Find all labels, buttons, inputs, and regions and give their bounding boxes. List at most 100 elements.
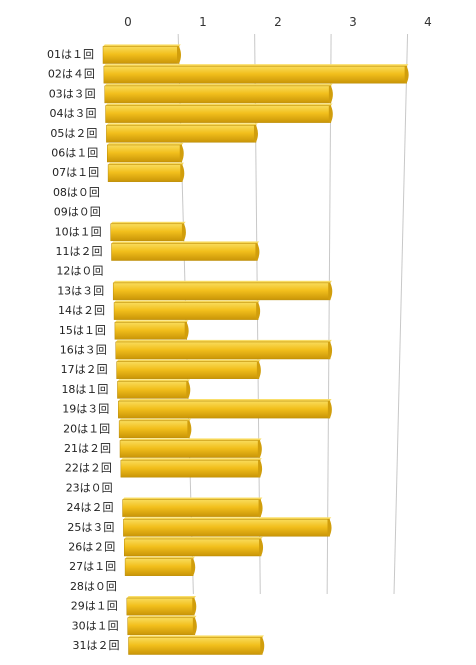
bar-end xyxy=(256,361,261,379)
category-label: 26は２回 xyxy=(68,541,115,554)
bar xyxy=(117,379,191,399)
category-label: 18は１回 xyxy=(61,383,108,396)
bar xyxy=(104,83,333,104)
x-axis-ticks: 0 1 2 3 4 xyxy=(124,15,432,29)
bar-end xyxy=(258,499,263,517)
category-label: 13は３回 xyxy=(57,284,104,297)
category-label: 21は２回 xyxy=(64,442,111,455)
bar xyxy=(123,517,332,537)
bar xyxy=(106,123,258,143)
bar-top xyxy=(108,162,185,165)
bar xyxy=(128,635,265,655)
gridline-3 xyxy=(326,33,332,595)
bar-front xyxy=(106,125,257,143)
bar xyxy=(107,142,184,163)
bar-top xyxy=(113,280,333,283)
bar-end xyxy=(328,105,333,123)
gridline-4 xyxy=(393,33,409,595)
bar-top xyxy=(106,123,258,126)
bar-top xyxy=(114,320,189,323)
category-label: 20は１回 xyxy=(63,422,110,435)
bar-front xyxy=(111,243,258,261)
bar xyxy=(116,359,261,379)
bar-front xyxy=(117,381,189,399)
bar-front xyxy=(104,85,332,104)
category-label: 28は０回 xyxy=(70,580,117,593)
bar-top xyxy=(117,379,191,382)
category-label: 29は１回 xyxy=(71,600,118,613)
bar-top xyxy=(126,596,197,599)
bar-front xyxy=(110,223,185,242)
bar-front xyxy=(115,341,331,360)
x-tick-label: 0 xyxy=(124,15,132,29)
bar-top xyxy=(127,615,197,618)
bar-front xyxy=(107,144,182,163)
bar-front xyxy=(120,459,261,478)
bar xyxy=(127,615,197,636)
bar-front xyxy=(123,519,330,537)
bar-end xyxy=(404,66,409,84)
category-label: 12は０回 xyxy=(56,265,103,278)
bar-front xyxy=(113,302,259,320)
bar-front xyxy=(103,65,407,84)
bar-top xyxy=(110,221,186,224)
bar-front xyxy=(116,361,260,379)
bar-front xyxy=(126,597,195,616)
bar xyxy=(126,596,197,616)
category-label: 07は１回 xyxy=(52,166,99,179)
bar-end xyxy=(181,223,186,241)
bar-end xyxy=(328,85,333,103)
bar-end xyxy=(258,460,263,478)
category-label: 31は２回 xyxy=(73,639,120,652)
bar-end xyxy=(184,322,189,340)
bar-top xyxy=(120,458,262,461)
category-label: 04は３回 xyxy=(50,107,97,120)
bar xyxy=(110,221,186,242)
bar-end xyxy=(253,125,258,143)
bar xyxy=(118,418,192,439)
bar xyxy=(124,556,196,576)
bar-front xyxy=(105,105,332,123)
category-label: 23は０回 xyxy=(66,481,113,494)
category-label: 01は１回 xyxy=(47,48,94,61)
bar xyxy=(114,320,189,340)
bar-end xyxy=(180,164,185,182)
bar xyxy=(118,399,332,419)
category-label: 06は１回 xyxy=(51,147,98,160)
bar-front xyxy=(102,46,180,64)
category-label: 05は２回 xyxy=(50,127,97,140)
bar-front xyxy=(127,617,196,636)
category-label: 24は２回 xyxy=(67,501,114,514)
bar-end xyxy=(327,519,332,537)
bar-top xyxy=(119,418,192,421)
bar xyxy=(112,280,333,301)
bar-front xyxy=(124,538,262,557)
category-label: 27は１回 xyxy=(69,560,116,573)
bar-front xyxy=(112,282,331,301)
bar-top xyxy=(105,103,333,106)
category-label: 14は２回 xyxy=(58,304,105,317)
bar-end xyxy=(192,598,197,616)
bar xyxy=(119,438,262,458)
bar xyxy=(107,162,185,182)
bar-end xyxy=(186,381,191,399)
category-label: 09は０回 xyxy=(54,206,101,219)
category-label: 22は２回 xyxy=(65,462,112,475)
bar-front xyxy=(119,440,261,458)
bar-end xyxy=(256,302,261,320)
bar xyxy=(103,64,409,84)
category-label: 08は０回 xyxy=(53,186,100,199)
category-label: 17は２回 xyxy=(61,363,108,376)
bar-front xyxy=(118,400,331,419)
bar-top xyxy=(103,64,409,67)
bar-end xyxy=(260,637,265,655)
bar-front xyxy=(107,164,183,182)
category-label: 16は３回 xyxy=(60,344,107,357)
bar-top xyxy=(122,497,263,500)
bar-front xyxy=(118,420,190,439)
bar-front xyxy=(124,558,194,576)
bar-top xyxy=(128,635,265,638)
bar-end xyxy=(177,46,181,64)
bar-end xyxy=(191,558,196,576)
